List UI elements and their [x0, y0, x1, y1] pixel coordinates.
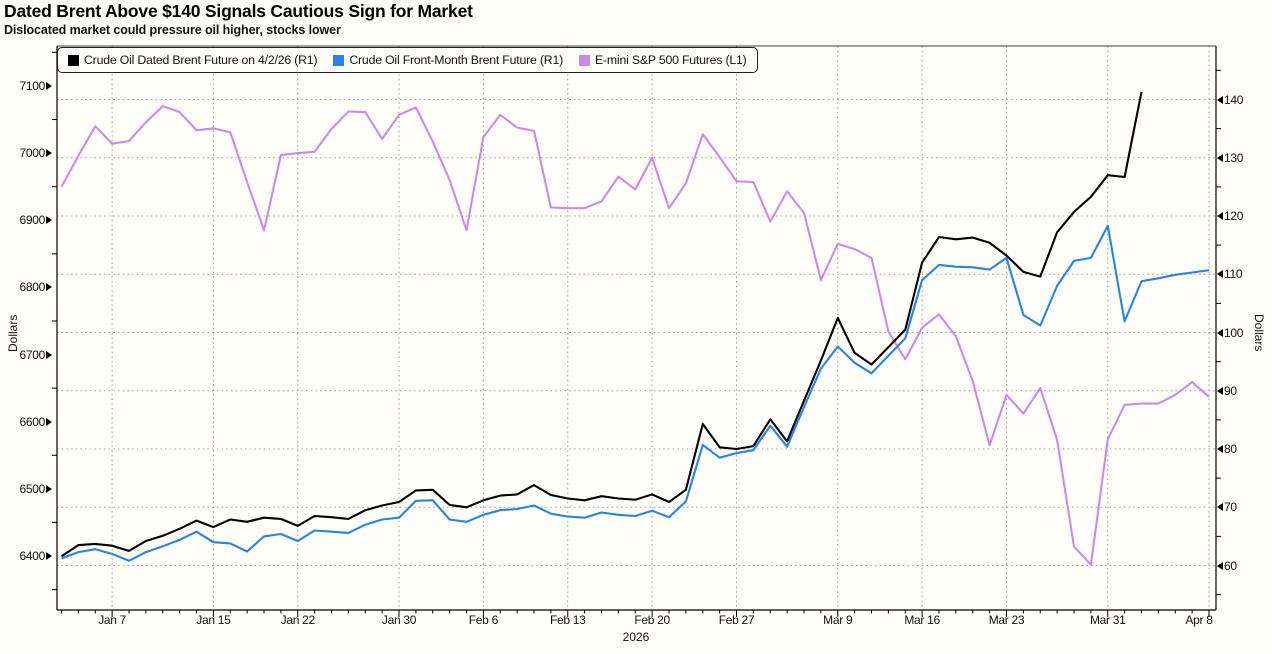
tick-arrow-icon: [1217, 270, 1223, 279]
series-line-dated-brent: [60, 91, 1143, 558]
x-axis-tick-label: Mar 31: [1089, 613, 1126, 627]
left-axis-title: Dollars: [6, 314, 20, 352]
legend-swatch-purple: [578, 54, 590, 66]
tick-arrow-icon: [46, 81, 52, 90]
tick-arrow-icon: [1217, 386, 1223, 395]
y-axis-right-tick-label: 100: [1217, 326, 1243, 340]
x-axis-tick-label: Mar 16: [904, 613, 940, 627]
series-line-front-month-brent: [61, 224, 1210, 562]
x-axis-tick-label: Mar 9: [823, 613, 853, 627]
legend: Crude Oil Dated Brent Future on 4/2/26 (…: [57, 47, 758, 73]
series-line-sp500: [60, 105, 1210, 566]
tick-arrow-icon: [46, 417, 52, 426]
y-axis-right-tick-label: 80: [1217, 442, 1237, 456]
right-axis-title: Dollars: [1252, 314, 1266, 352]
legend-swatch-black: [68, 54, 79, 66]
x-axis-tick-label: Feb 20: [634, 613, 670, 627]
legend-label: E-mini S&P 500 Futures (L1): [594, 53, 747, 67]
legend-item-front-month-brent[interactable]: Crude Oil Front-Month Brent Future (R1): [333, 53, 563, 67]
y-axis-right-tick-label: 60: [1217, 559, 1237, 573]
y-axis-right-tick-label: 140: [1217, 93, 1243, 107]
x-axis-tick-label: Apr 8: [1185, 613, 1213, 627]
legend-item-dated-brent[interactable]: Crude Oil Dated Brent Future on 4/2/26 (…: [68, 53, 318, 67]
y-axis-left-tick-label: 7000: [0, 146, 52, 160]
tick-arrow-icon: [1217, 561, 1223, 570]
y-axis-left-tick-label: 6500: [0, 482, 52, 496]
tick-arrow-icon: [1217, 503, 1223, 512]
tick-arrow-icon: [46, 350, 52, 359]
chart-subtitle: Dislocated market could pressure oil hig…: [4, 23, 341, 37]
x-axis-tick-label: Feb 13: [549, 613, 586, 627]
legend-item-emini-sp500[interactable]: E-mini S&P 500 Futures (L1): [578, 53, 747, 67]
x-axis-year-label: 2026: [622, 630, 650, 644]
tick-arrow-icon: [1217, 95, 1223, 104]
y-axis-right-tick-label: 70: [1217, 500, 1237, 514]
y-axis-left-tick-label: 6400: [0, 549, 52, 563]
y-axis-right-tick-label: 90: [1217, 384, 1237, 398]
x-axis-tick-label: Feb 6: [468, 613, 498, 627]
legend-label: Crude Oil Front-Month Brent Future (R1): [349, 53, 563, 67]
x-axis-tick-label: Mar 23: [988, 613, 1025, 627]
tick-arrow-icon: [1217, 328, 1223, 337]
chart-title: Dated Brent Above $140 Signals Cautious …: [4, 1, 473, 21]
tick-arrow-icon: [46, 484, 52, 493]
y-axis-left-tick-label: 6800: [0, 280, 52, 294]
tick-arrow-icon: [46, 283, 52, 292]
legend-swatch-blue: [333, 54, 345, 66]
legend-label: Crude Oil Dated Brent Future on 4/2/26 (…: [84, 53, 318, 67]
x-axis-tick-label: Jan 15: [196, 613, 231, 627]
tick-arrow-icon: [46, 216, 52, 225]
x-axis-tick-label: Jan 22: [280, 613, 316, 627]
y-axis-right-tick-label: 120: [1217, 209, 1243, 223]
x-axis-tick-label: Jan 30: [381, 613, 417, 627]
tick-arrow-icon: [1217, 212, 1223, 220]
tick-arrow-icon: [1217, 153, 1223, 162]
tick-arrow-icon: [46, 149, 52, 158]
tick-arrow-icon: [1217, 445, 1223, 453]
y-axis-right-tick-label: 130: [1217, 151, 1243, 165]
x-axis-tick-label: Jan 7: [98, 613, 127, 627]
x-axis-tick-label: Feb 27: [718, 613, 755, 627]
tick-arrow-icon: [46, 552, 52, 560]
y-axis-left-tick-label: 6700: [0, 348, 52, 362]
y-axis-left-tick-label: 6600: [0, 415, 52, 429]
y-axis-left-tick-label: 6900: [0, 213, 52, 227]
y-axis-right-tick-label: 110: [1217, 267, 1243, 281]
y-axis-left-tick-label: 7100: [0, 79, 52, 93]
